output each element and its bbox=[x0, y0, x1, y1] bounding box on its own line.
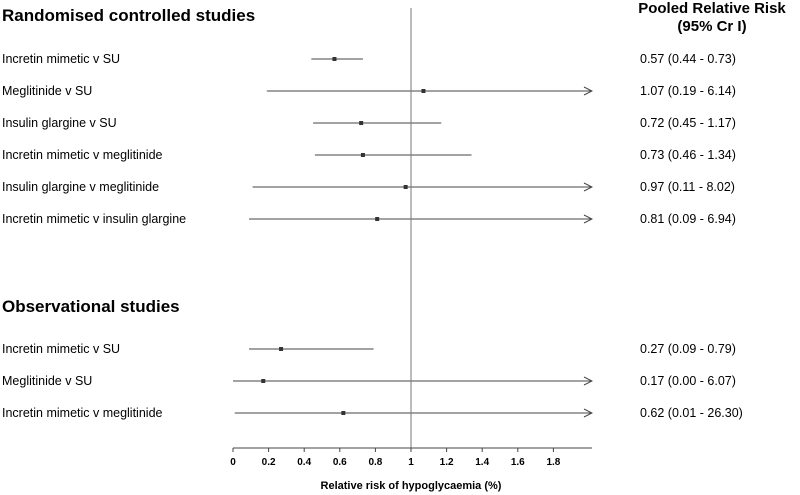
section-title: Randomised controlled studies bbox=[2, 6, 255, 25]
x-axis-title: Relative risk of hypoglycaemia (%) bbox=[321, 480, 502, 492]
point-estimate bbox=[421, 89, 426, 93]
forest-row: Incretin mimetic v SU 0.27 (0.09 - 0.79) bbox=[2, 342, 736, 356]
row-label: Meglitinide v SU bbox=[2, 374, 92, 388]
forest-row: Incretin mimetic v SU 0.57 (0.44 - 0.73) bbox=[2, 52, 736, 66]
tick-label: 0.8 bbox=[368, 457, 382, 468]
tick-label: 1 bbox=[408, 457, 414, 468]
forest-row: Meglitinide v SU 0.17 (0.00 - 6.07) bbox=[2, 374, 736, 388]
section-title: Observational studies bbox=[2, 297, 180, 316]
point-estimate bbox=[261, 379, 266, 383]
point-estimate bbox=[341, 411, 346, 415]
forest-row: Insulin glargine v SU 0.72 (0.45 - 1.17) bbox=[2, 116, 736, 130]
row-label: Incretin mimetic v SU bbox=[2, 342, 120, 356]
header-line-1: Pooled Relative Risk bbox=[638, 0, 786, 17]
tick-label: 1.6 bbox=[511, 457, 525, 468]
forest-row: Incretin mimetic v meglitinide 0.62 (0.01… bbox=[2, 406, 743, 420]
row-label: Insulin glargine v meglitinide bbox=[2, 180, 159, 194]
estimate-text: 0.62 (0.01 - 26.30) bbox=[640, 406, 743, 420]
point-estimate bbox=[360, 153, 365, 157]
row-label: Incretin mimetic v meglitinide bbox=[2, 406, 163, 420]
estimate-text: 0.97 (0.11 - 8.02) bbox=[640, 180, 735, 194]
tick-label: 0.4 bbox=[297, 457, 311, 468]
estimate-text: 0.27 (0.09 - 0.79) bbox=[640, 342, 736, 356]
x-axis: 0 0.2 0.4 0.6 0.8 1 1.2 1.4 1.6 1.8 Relative risk … bbox=[230, 8, 592, 492]
row-label: Incretin mimetic v SU bbox=[2, 52, 120, 66]
estimate-text: 0.72 (0.45 - 1.17) bbox=[640, 116, 736, 130]
tick-label: 0 bbox=[230, 457, 236, 468]
forest-row: Incretin mimetic v insulin glargine 0.81 … bbox=[2, 212, 736, 226]
tick-label: 1.8 bbox=[546, 457, 560, 468]
tick-label: 0.2 bbox=[262, 457, 276, 468]
estimate-text: 0.17 (0.00 - 6.07) bbox=[640, 374, 736, 388]
point-estimate bbox=[359, 121, 364, 125]
estimate-text: 0.73 (0.46 - 1.34) bbox=[640, 148, 736, 162]
forest-row: Insulin glargine v meglitinide 0.97 (0.11… bbox=[2, 180, 735, 194]
tick-label: 0.6 bbox=[333, 457, 347, 468]
tick-label: 1.4 bbox=[475, 457, 489, 468]
row-label: Incretin mimetic v meglitinide bbox=[2, 148, 163, 162]
point-estimate bbox=[375, 217, 380, 221]
row-label: Meglitinide v SU bbox=[2, 84, 92, 98]
point-estimate bbox=[332, 57, 337, 61]
pooled-rr-header: Pooled Relative Risk(95% Cr I) bbox=[638, 0, 786, 35]
tick-label: 1.2 bbox=[440, 457, 454, 468]
estimate-text: 1.07 (0.19 - 6.14) bbox=[640, 84, 736, 98]
row-label: Insulin glargine v SU bbox=[2, 116, 117, 130]
point-estimate bbox=[403, 185, 408, 189]
header-line-2: (95% Cr I) bbox=[677, 18, 746, 35]
point-estimate bbox=[279, 347, 284, 351]
estimate-text: 0.57 (0.44 - 0.73) bbox=[640, 52, 736, 66]
estimate-text: 0.81 (0.09 - 6.94) bbox=[640, 212, 736, 226]
row-label: Incretin mimetic v insulin glargine bbox=[2, 212, 186, 226]
forest-row: Meglitinide v SU 1.07 (0.19 - 6.14) bbox=[2, 84, 736, 98]
forest-row: Incretin mimetic v meglitinide 0.73 (0.46… bbox=[2, 148, 736, 162]
